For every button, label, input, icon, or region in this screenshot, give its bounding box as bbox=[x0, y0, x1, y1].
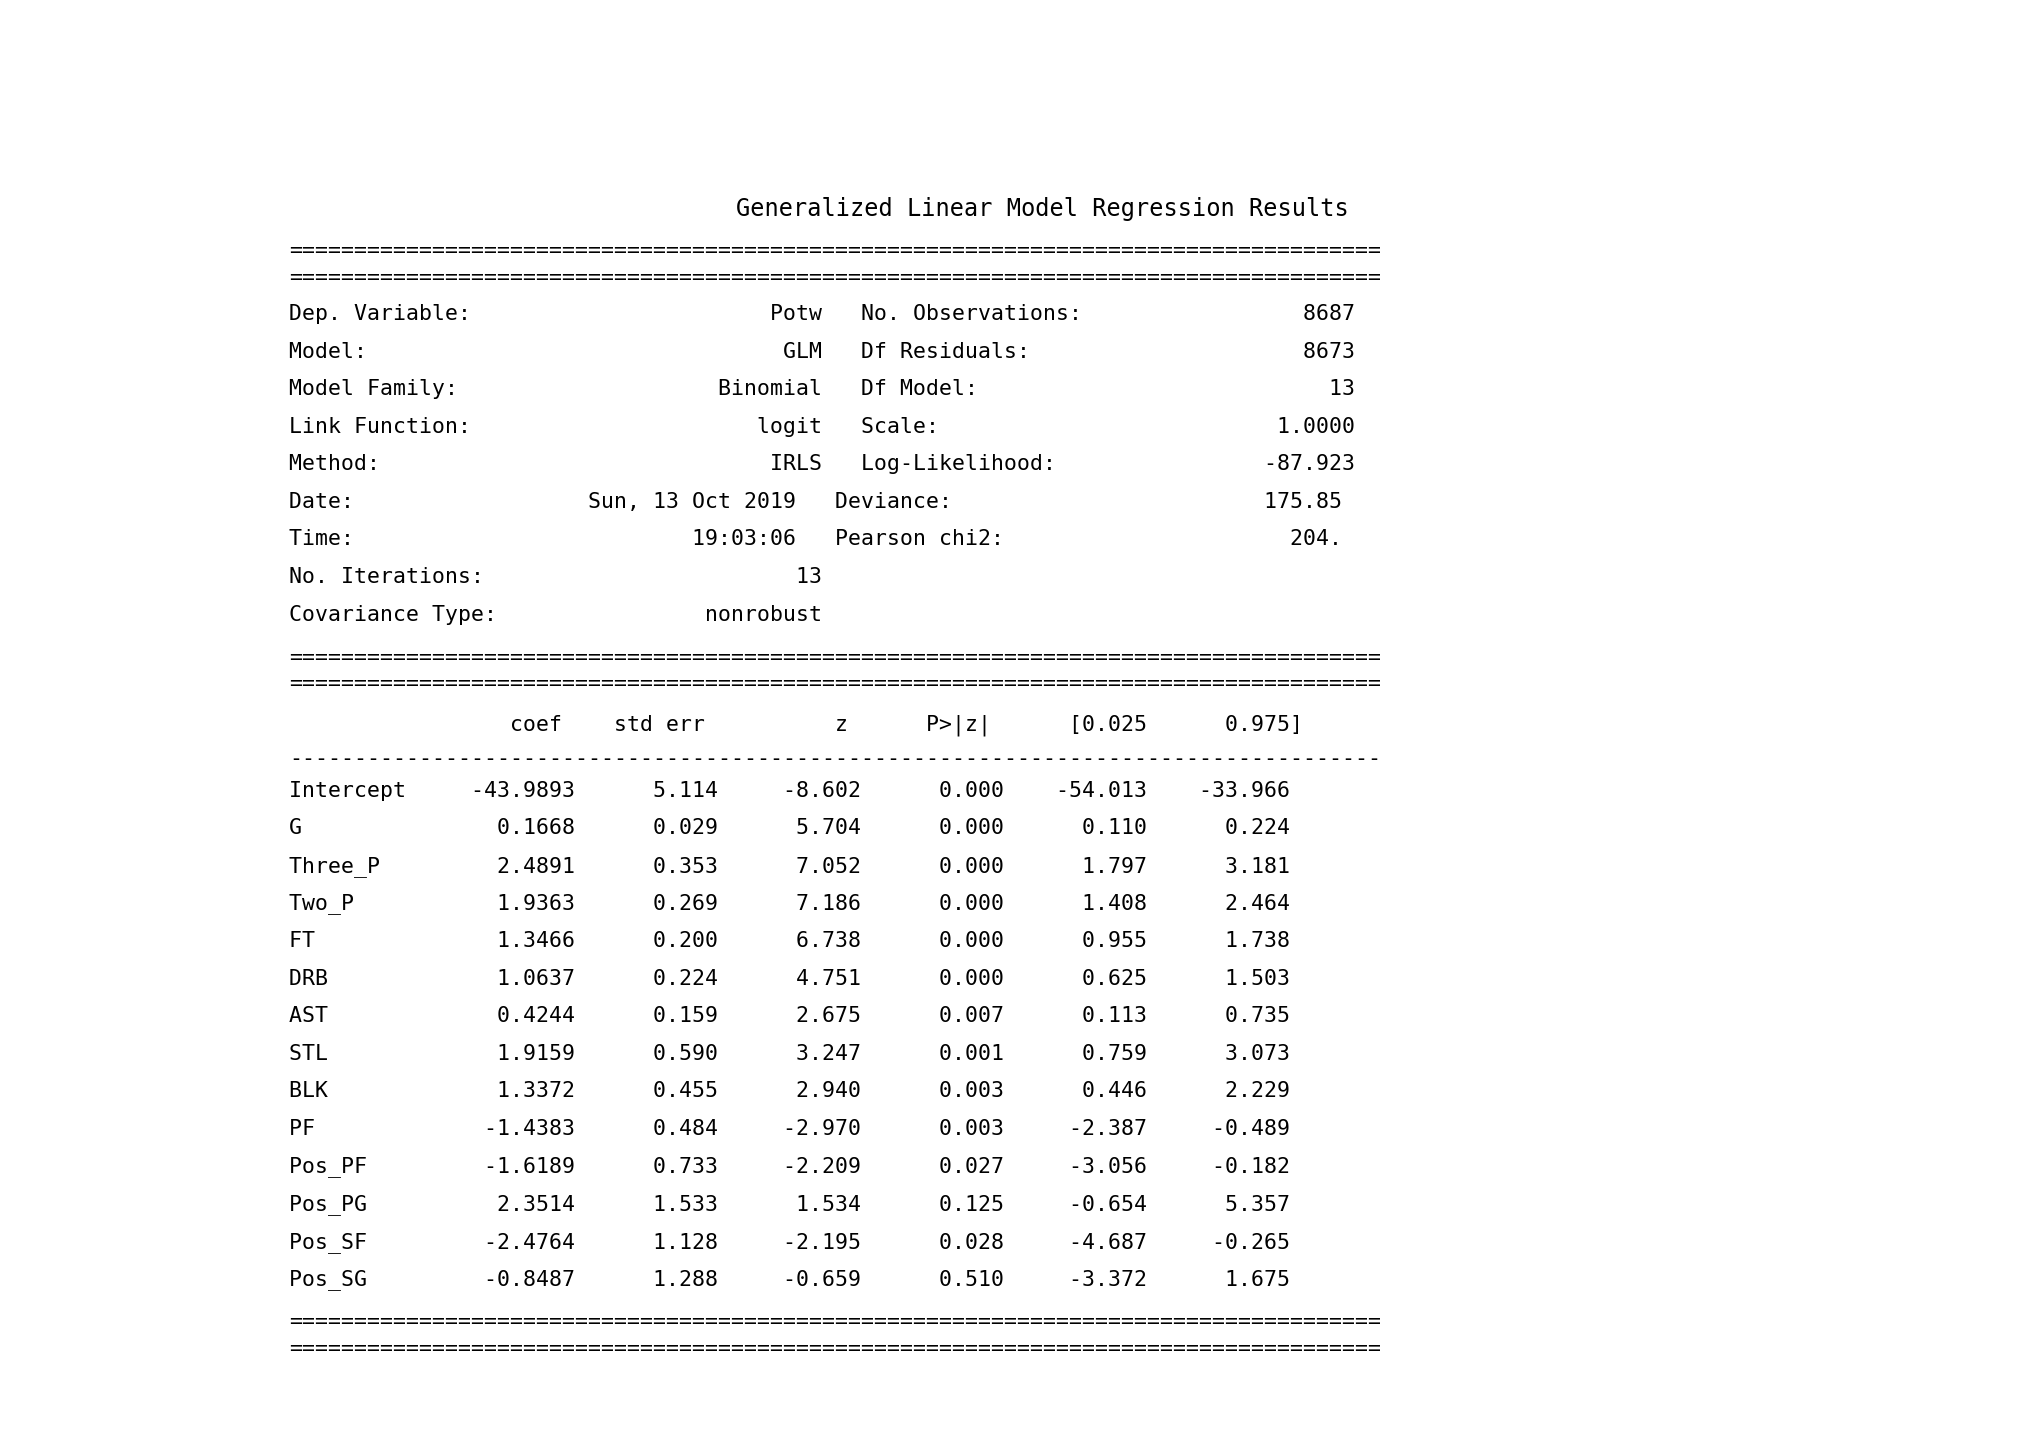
Text: coef    std err          z      P>|z|      [0.025      0.975]: coef std err z P>|z| [0.025 0.975] bbox=[289, 715, 1303, 737]
Text: Date:                  Sun, 13 Oct 2019   Deviance:                        175.8: Date: Sun, 13 Oct 2019 Deviance: 175.8 bbox=[289, 493, 1341, 511]
Text: Pos_PF         -1.6189      0.733     -2.209      0.027     -3.056     -0.182: Pos_PF -1.6189 0.733 -2.209 0.027 -3.056… bbox=[289, 1156, 1288, 1178]
Text: Covariance Type:                nonrobust: Covariance Type: nonrobust bbox=[289, 605, 860, 625]
Text: ================================================================================: ========================================… bbox=[289, 1338, 1380, 1358]
Text: Time:                          19:03:06   Pearson chi2:                      204: Time: 19:03:06 Pearson chi2: 204 bbox=[289, 530, 1341, 550]
Text: ================================================================================: ========================================… bbox=[289, 675, 1380, 694]
Text: G               0.1668      0.029      5.704      0.000      0.110      0.224: G 0.1668 0.029 5.704 0.000 0.110 0.224 bbox=[289, 819, 1288, 839]
Text: Three_P         2.4891      0.353      7.052      0.000      1.797      3.181: Three_P 2.4891 0.353 7.052 0.000 1.797 3… bbox=[289, 856, 1288, 876]
Text: ================================================================================: ========================================… bbox=[289, 241, 1380, 261]
Text: Generalized Linear Model Regression Results: Generalized Linear Model Regression Resu… bbox=[736, 197, 1347, 221]
Text: Intercept     -43.9893      5.114     -8.602      0.000    -54.013    -33.966: Intercept -43.9893 5.114 -8.602 0.000 -5… bbox=[289, 781, 1288, 800]
Text: Pos_PG          2.3514      1.533      1.534      0.125     -0.654      5.357: Pos_PG 2.3514 1.533 1.534 0.125 -0.654 5… bbox=[289, 1195, 1288, 1215]
Text: ================================================================================: ========================================… bbox=[289, 648, 1380, 668]
Text: ================================================================================: ========================================… bbox=[289, 267, 1380, 287]
Text: PF             -1.4383      0.484     -2.970      0.003     -2.387     -0.489: PF -1.4383 0.484 -2.970 0.003 -2.387 -0.… bbox=[289, 1119, 1288, 1139]
Text: Method:                              IRLS   Log-Likelihood:                -87.9: Method: IRLS Log-Likelihood: -87.9 bbox=[289, 454, 1353, 474]
Text: Pos_SF         -2.4764      1.128     -2.195      0.028     -4.687     -0.265: Pos_SF -2.4764 1.128 -2.195 0.028 -4.687… bbox=[289, 1232, 1288, 1252]
Text: ================================================================================: ========================================… bbox=[289, 1313, 1380, 1333]
Text: Two_P           1.9363      0.269      7.186      0.000      1.408      2.464: Two_P 1.9363 0.269 7.186 0.000 1.408 2.4… bbox=[289, 893, 1288, 915]
Text: Model Family:                    Binomial   Df Model:                           : Model Family: Binomial Df Model: bbox=[289, 379, 1353, 399]
Text: Dep. Variable:                       Potw   No. Observations:                 86: Dep. Variable: Potw No. Observations: 86 bbox=[289, 304, 1353, 325]
Text: Link Function:                      logit   Scale:                          1.00: Link Function: logit Scale: 1.00 bbox=[289, 416, 1353, 437]
Text: No. Iterations:                        13: No. Iterations: 13 bbox=[289, 567, 860, 587]
Text: FT              1.3466      0.200      6.738      0.000      0.955      1.738: FT 1.3466 0.200 6.738 0.000 0.955 1.738 bbox=[289, 931, 1288, 951]
Text: Pos_SG         -0.8487      1.288     -0.659      0.510     -3.372      1.675: Pos_SG -0.8487 1.288 -0.659 0.510 -3.372… bbox=[289, 1269, 1288, 1290]
Text: --------------------------------------------------------------------------------: ----------------------------------------… bbox=[289, 748, 1380, 768]
Text: BLK             1.3372      0.455      2.940      0.003      0.446      2.229: BLK 1.3372 0.455 2.940 0.003 0.446 2.229 bbox=[289, 1081, 1288, 1101]
Text: DRB             1.0637      0.224      4.751      0.000      0.625      1.503: DRB 1.0637 0.224 4.751 0.000 0.625 1.503 bbox=[289, 968, 1288, 988]
Text: AST             0.4244      0.159      2.675      0.007      0.113      0.735: AST 0.4244 0.159 2.675 0.007 0.113 0.735 bbox=[289, 1007, 1288, 1027]
Text: STL             1.9159      0.590      3.247      0.001      0.759      3.073: STL 1.9159 0.590 3.247 0.001 0.759 3.073 bbox=[289, 1044, 1288, 1064]
Text: Model:                                GLM   Df Residuals:                     86: Model: GLM Df Residuals: 86 bbox=[289, 342, 1353, 362]
